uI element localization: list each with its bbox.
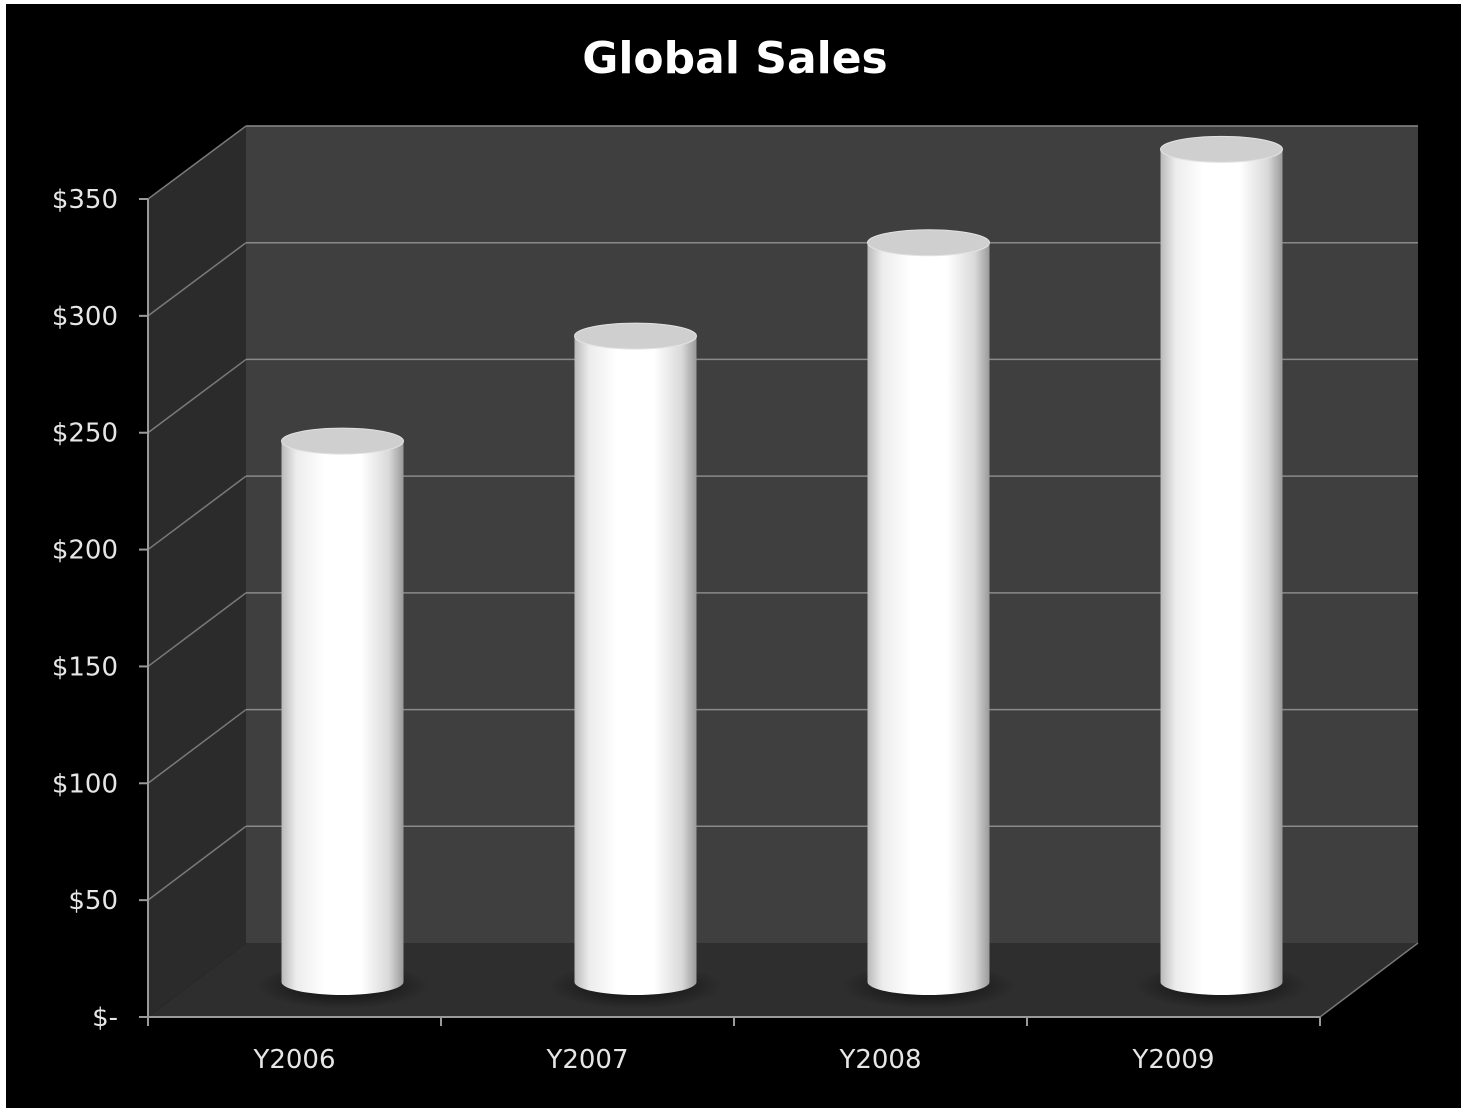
x-tick-label: Y2007 xyxy=(545,1045,628,1075)
bar-body xyxy=(867,242,990,995)
chart-title: Global Sales xyxy=(582,33,888,84)
gridline-side xyxy=(147,125,247,200)
bar-Y2008 xyxy=(841,229,1016,1009)
y-tick-label: $100 xyxy=(52,769,118,799)
plot-area: $- $50 $100 $150 $200 $250 $300 $350 Y2006 Y2007… xyxy=(52,125,1419,1075)
gridline-side xyxy=(147,242,247,317)
floor xyxy=(148,943,1418,1017)
gridline-side xyxy=(147,825,247,901)
bars xyxy=(255,135,1309,1009)
gridline-side xyxy=(147,708,247,784)
x-tick-label: Y2006 xyxy=(252,1045,335,1075)
bar-Y2006 xyxy=(255,427,430,1009)
bar-top xyxy=(281,427,404,455)
bar-top xyxy=(574,322,697,350)
bar-body xyxy=(281,441,404,996)
x-tick-label: Y2009 xyxy=(1131,1045,1214,1075)
x-axis-ticks: Y2006 Y2007 Y2008 Y2009 xyxy=(147,1017,1321,1075)
bar-Y2009 xyxy=(1134,135,1309,1009)
gridline-side xyxy=(147,475,247,551)
y-tick-label: $150 xyxy=(52,652,118,682)
y-tick-label: $50 xyxy=(68,886,118,916)
y-tick-label: $300 xyxy=(52,302,118,332)
x-tick-label: Y2008 xyxy=(838,1045,921,1075)
floor-right-edge xyxy=(1319,942,1419,1018)
y-tick-label: $250 xyxy=(52,419,118,449)
bar-body xyxy=(1160,149,1283,996)
side-wall xyxy=(148,126,246,1017)
bar-body xyxy=(574,336,697,995)
gridline-side xyxy=(147,358,247,434)
bar-top xyxy=(867,229,990,257)
y-tick-label: $200 xyxy=(52,536,118,566)
back-wall xyxy=(246,126,1418,943)
y-axis-ticks: $- $50 $100 $150 $200 $250 $300 $350 xyxy=(52,185,148,1033)
bar-top xyxy=(1160,135,1283,163)
y-tick-label: $350 xyxy=(52,185,118,215)
gridline-side xyxy=(147,592,247,668)
y-tick-label: $- xyxy=(92,1003,118,1033)
bar-Y2007 xyxy=(548,322,723,1009)
